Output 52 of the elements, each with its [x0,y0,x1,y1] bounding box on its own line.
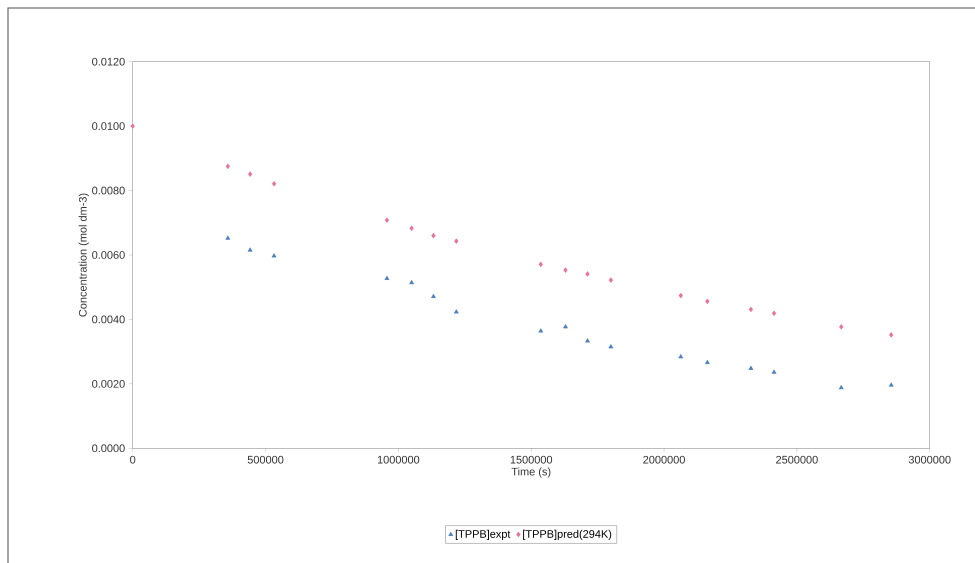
point [678,292,683,298]
point [454,238,458,244]
point [538,262,543,268]
x-tick-label: 500000 [248,456,284,464]
point [772,310,776,316]
point [384,217,390,223]
x-tick-label: 0 [130,456,136,464]
x-tick-label: 2000000 [643,456,685,464]
legend-label: [TPPB]pred(294K) [523,530,612,540]
point [384,276,390,280]
y-tick-label: 0.0040 [92,316,125,324]
y-tick-label: 0.0020 [92,380,125,388]
point [888,382,894,387]
point [538,328,544,333]
point [748,306,754,312]
point [838,384,844,390]
point [130,123,135,129]
point [454,309,459,314]
point [409,280,414,284]
point [772,369,776,374]
point [705,298,710,304]
point [608,344,614,348]
point [248,171,252,177]
point [563,324,568,328]
point [748,366,754,370]
y-tick-label: 0.0080 [92,186,125,194]
x-tick-label: 3000000 [908,456,951,464]
point [678,354,684,358]
x-axis-title: Time (s) [512,467,550,478]
x-tick-label: 1500000 [510,456,552,464]
y-axis-title: Concentration (mol dm-3) [78,194,89,317]
point [272,253,276,258]
point [563,267,568,273]
point [431,232,436,238]
y-tick-label: 0.0000 [92,444,125,452]
point [226,164,230,170]
y-tick-label: 0.0120 [92,58,125,66]
point [225,235,230,240]
legend-label: [TPPB]expt [456,530,510,540]
point [272,180,276,187]
x-tick-label: 1000000 [378,456,420,464]
point [585,338,590,343]
y-tick-label: 0.0100 [92,122,125,130]
point [608,277,614,283]
point [430,294,436,298]
point [585,271,590,277]
point [248,247,253,252]
x-tick-label: 2500000 [776,456,818,464]
y-tick-label: 0.0060 [92,251,125,259]
point [889,332,894,338]
point [704,360,710,364]
point [839,324,844,330]
